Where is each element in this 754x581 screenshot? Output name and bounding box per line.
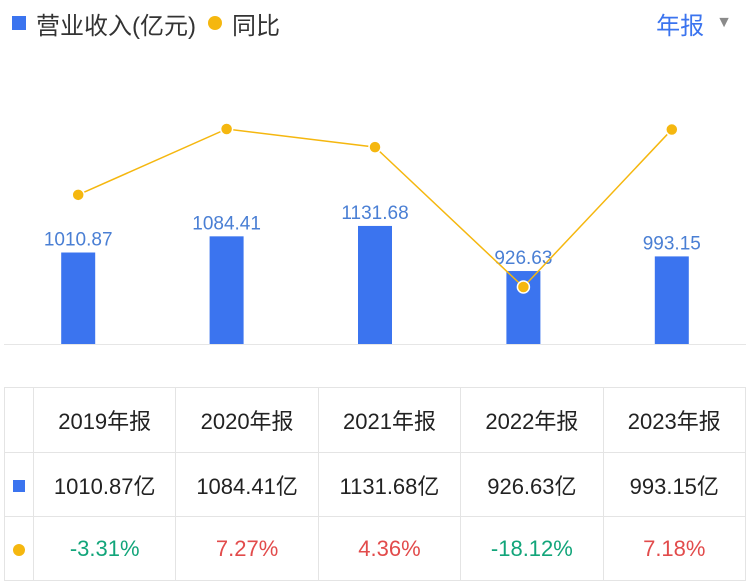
revenue-bar[interactable] (358, 225, 392, 344)
caret-down-icon[interactable]: ▼ (716, 14, 732, 31)
yoy-cell: 7.18% (602, 516, 747, 581)
yoy-point[interactable] (516, 280, 531, 294)
revenue-square-icon (13, 479, 25, 492)
yoy-legend-label: 同比 (231, 12, 280, 40)
revenue-cell: 1084.41亿 (175, 452, 319, 517)
revenue-legend-swatch (12, 16, 26, 30)
revenue-legend-label: 营业收入(亿元) (36, 12, 196, 40)
yoy-row: -3.31% 7.27% 4.36% -18.12% 7.18% (4, 516, 747, 581)
revenue-cell: 926.63亿 (460, 452, 604, 517)
chart-legend: 营业收入(亿元) 同比 (12, 8, 280, 40)
yoy-cell: 7.27% (175, 516, 319, 581)
yoy-cell: 4.36% (317, 516, 462, 581)
yoy-legend-swatch (207, 16, 222, 30)
revenue-bar[interactable] (654, 256, 689, 344)
table-header-cell: 2021年报 (317, 387, 462, 453)
yoy-dot-icon (13, 543, 25, 556)
revenue-bar-label: 1010.87 (44, 230, 113, 251)
revenue-bar[interactable] (61, 252, 96, 344)
yoy-cell: -18.12% (460, 516, 604, 581)
yoy-row-marker (4, 516, 34, 581)
yoy-point[interactable] (71, 188, 85, 202)
revenue-row-marker (4, 452, 34, 517)
yoy-point[interactable] (219, 122, 234, 136)
revenue-chart: 1010.87 1084.41 1131.68 926.63 993.15 (4, 122, 746, 345)
table-header-cell: 2020年报 (175, 387, 319, 453)
header-marker-cell (4, 387, 34, 453)
revenue-row: 1010.87亿 1084.41亿 1131.68亿 926.63亿 993.1… (4, 452, 747, 517)
revenue-bar-label: 1084.41 (192, 213, 261, 234)
revenue-bar[interactable] (209, 236, 244, 344)
period-selector[interactable]: 年报 ▼ (656, 8, 732, 40)
yoy-point[interactable] (368, 140, 382, 154)
table-header-row: 2019年报 2020年报 2021年报 2022年报 2023年报 (4, 387, 747, 453)
revenue-bar-label: 926.63 (494, 248, 552, 269)
period-selector-label[interactable]: 年报 (656, 12, 705, 40)
yoy-cell: -3.31% (32, 516, 177, 581)
revenue-cell: 1010.87亿 (32, 452, 177, 517)
table-header-cell: 2023年报 (602, 387, 747, 453)
revenue-bar-label: 1131.68 (341, 203, 408, 224)
yoy-point[interactable] (665, 122, 679, 137)
summary-table: 2019年报 2020年报 2021年报 2022年报 2023年报 1010.… (4, 387, 747, 581)
revenue-cell: 1131.68亿 (317, 452, 462, 517)
table-header-cell: 2019年报 (32, 387, 177, 453)
table-header-cell: 2022年报 (460, 387, 604, 453)
revenue-cell: 993.15亿 (602, 452, 747, 517)
revenue-bar-label: 993.15 (643, 233, 701, 254)
